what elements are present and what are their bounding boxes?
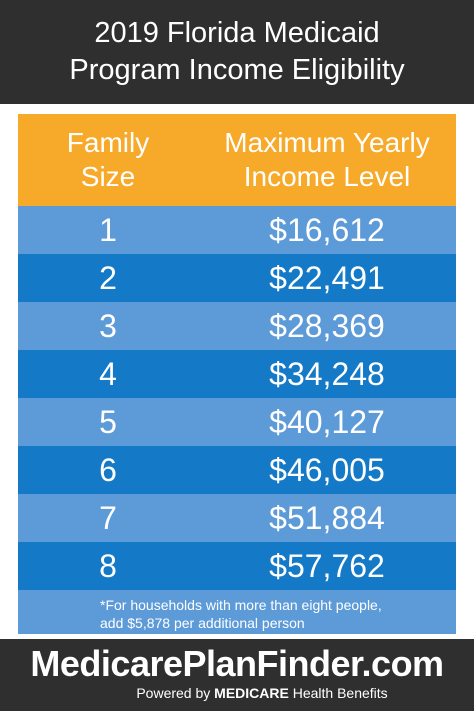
income-cell: $51,884: [269, 499, 385, 536]
tagline-prefix: Powered by: [136, 685, 215, 701]
eligibility-table: Family Size Maximum Yearly Income Level …: [18, 114, 456, 634]
family-size-cell: 7: [99, 499, 117, 536]
family-size-cell: 1: [99, 211, 117, 248]
title-line-1: 2019 Florida Medicaid: [94, 17, 380, 49]
table-row: 4 $34,248: [18, 350, 456, 398]
column-header-max-income-line1: Maximum Yearly: [224, 127, 430, 158]
income-cell: $46,005: [269, 451, 385, 488]
footnote-line-2: add $5,878 per additional person: [100, 615, 305, 631]
income-cell: $40,127: [269, 403, 385, 440]
table-row: 7 $51,884: [18, 494, 456, 542]
tagline-suffix: Health Benefits: [288, 685, 388, 701]
table-row: 2 $22,491: [18, 254, 456, 302]
brand-tagline: Powered by MEDICARE Health Benefits: [0, 683, 474, 703]
income-cell: $34,248: [269, 355, 385, 392]
table-row: 1 $16,612: [18, 206, 456, 254]
table-row: 3 $28,369: [18, 302, 456, 350]
brand-logo-text: MedicarePlanFinder.com: [30, 643, 444, 684]
table-panel: Family Size Maximum Yearly Income Level …: [0, 104, 474, 639]
footnote-line-1: *For households with more than eight peo…: [100, 597, 382, 613]
page-title: 2019 Florida Medicaid Program Income Eli…: [0, 0, 474, 104]
income-cell: $22,491: [269, 259, 385, 296]
table-body: 1 $16,612 2 $22,491 3 $28,369 4 $34,248 …: [18, 206, 456, 590]
column-header-family-size-line2: Size: [80, 161, 136, 192]
family-size-cell: 2: [99, 259, 117, 296]
tagline-bold: MEDICARE: [214, 685, 289, 701]
family-size-cell: 4: [99, 355, 117, 392]
column-header-max-income: Maximum Yearly Income Level: [198, 114, 456, 206]
income-cell: $16,612: [269, 211, 385, 248]
table-row: 5 $40,127: [18, 398, 456, 446]
column-header-max-income-line2: Income Level: [243, 161, 411, 192]
family-size-cell: 5: [99, 403, 117, 440]
title-line-2: Program Income Eligibility: [69, 54, 405, 86]
table-row: 8 $57,762: [18, 542, 456, 590]
footnote: *For households with more than eight peo…: [18, 590, 456, 634]
column-header-family-size: Family Size: [18, 114, 198, 206]
column-header-family-size-line1: Family: [66, 127, 150, 158]
table-row: 6 $46,005: [18, 446, 456, 494]
family-size-cell: 3: [99, 307, 117, 344]
family-size-cell: 6: [99, 451, 117, 488]
income-cell: $57,762: [269, 547, 385, 584]
brand-footer: MedicarePlanFinder.com Powered by MEDICA…: [0, 639, 474, 711]
table-header: Family Size Maximum Yearly Income Level: [18, 114, 456, 206]
family-size-cell: 8: [99, 547, 117, 584]
income-cell: $28,369: [269, 307, 385, 344]
